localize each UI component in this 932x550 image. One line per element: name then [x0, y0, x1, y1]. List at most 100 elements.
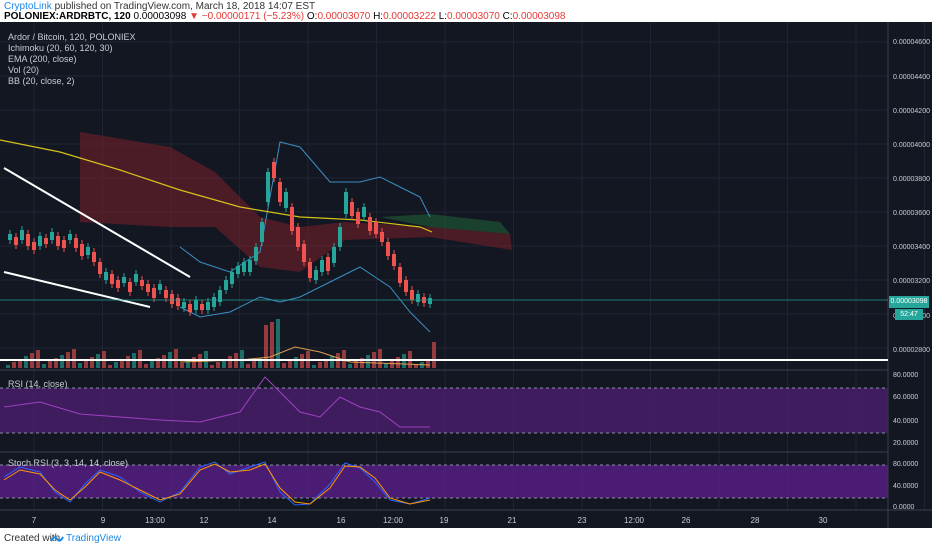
candle [404, 280, 408, 292]
candle [140, 280, 144, 286]
footer-bar: Created with TradingView [0, 528, 932, 550]
volume-bar [312, 365, 316, 368]
volume-bar [228, 356, 232, 368]
ichimoku-cloud-bull [380, 214, 510, 234]
candle [302, 244, 306, 262]
last-price: 0.00003098 [133, 11, 187, 22]
candle [8, 234, 12, 240]
candle [110, 274, 114, 284]
volume-bar [114, 362, 118, 368]
candle [248, 260, 252, 272]
candle [368, 217, 372, 231]
candle [350, 202, 354, 216]
price-tick: 0.00003200 [893, 278, 930, 285]
tradingview-link[interactable]: TradingView [66, 533, 122, 544]
volume-bar [354, 361, 358, 368]
candle [254, 247, 258, 261]
candle [80, 244, 84, 256]
candle [50, 232, 54, 240]
legend-indicator[interactable]: Vol (20) [8, 65, 40, 75]
bb-lower [179, 266, 431, 333]
candle [410, 290, 414, 300]
time-tick: 23 [577, 516, 587, 525]
legend-indicator[interactable]: EMA (200, close) [8, 54, 77, 64]
candle [278, 182, 282, 202]
candle [428, 298, 432, 304]
volume-bar [12, 362, 16, 368]
volume-bar [426, 359, 430, 368]
volume-bar [366, 355, 370, 368]
rsi-band [0, 388, 888, 433]
volume-bar [396, 357, 400, 368]
volume-bar [78, 363, 82, 368]
time-tick: 7 [31, 516, 37, 525]
price-change: −0.00000171 (−5.23%) [201, 11, 305, 22]
candle [212, 297, 216, 307]
rsi-tick: 40.0000 [893, 418, 919, 425]
legend-title[interactable]: Ardor / Bitcoin, 120, POLONIEX [8, 32, 136, 42]
volume-bar [318, 362, 322, 368]
down-arrow-icon: ▼ [189, 11, 199, 22]
volume-bar [270, 322, 274, 368]
candle [296, 227, 300, 247]
volume-bar [276, 319, 280, 368]
rsi-tick: 20.0000 [893, 440, 919, 447]
time-tick: 12:00 [623, 516, 645, 525]
candle [206, 302, 210, 310]
chart-area[interactable]: Ardor / Bitcoin, 120, POLONIEX Ichimoku … [0, 22, 932, 528]
rsi-tick: 60.0000 [893, 394, 919, 401]
time-tick: 9 [100, 516, 106, 525]
volume-bar [72, 349, 76, 368]
candle [374, 222, 378, 234]
quote-line: POLONIEX:ARDRBTC, 120 0.00003098 ▼ −0.00… [4, 11, 566, 22]
rsi-label[interactable]: RSI (14, close) [8, 379, 68, 389]
last-price-badge: 0.00003098 [889, 296, 929, 308]
volume-bar [378, 349, 382, 368]
candle [290, 207, 294, 231]
stoch-label[interactable]: Stoch RSI (3, 3, 14, 14, close) [8, 458, 129, 468]
volume-bar [42, 364, 46, 368]
chart-legend: Ardor / Bitcoin, 120, POLONIEX Ichimoku … [8, 32, 136, 87]
volume-bar [84, 360, 88, 368]
candle [356, 212, 360, 224]
candle [122, 277, 126, 283]
candle [242, 262, 246, 272]
candle [398, 267, 402, 283]
volume-bar [150, 361, 154, 368]
candle [62, 240, 66, 248]
candle [32, 242, 36, 250]
volume-bar [294, 357, 298, 368]
ema-line [0, 139, 433, 233]
candle [20, 230, 24, 240]
time-tick: 12 [199, 516, 209, 525]
volume-bar [414, 365, 418, 368]
candle [332, 247, 336, 263]
published-text: published on TradingView.com, March 18, … [54, 1, 316, 12]
candle [194, 300, 198, 310]
low-label: L: [438, 11, 448, 22]
ichimoku-cloud [80, 132, 512, 272]
chart-canvas[interactable] [0, 22, 932, 528]
high-label: H: [373, 11, 384, 22]
publisher-name[interactable]: CryptoLink [4, 1, 52, 12]
candle [362, 207, 366, 217]
legend-indicator[interactable]: Ichimoku (20, 60, 120, 30) [8, 43, 113, 53]
volume-bar [18, 359, 22, 368]
legend-indicator[interactable]: BB (20, close, 2) [8, 76, 75, 86]
bar-countdown-badge: 52:47 [895, 309, 923, 320]
stoch-band [0, 465, 888, 498]
volume-bar [108, 365, 112, 368]
volume-bar [210, 365, 214, 368]
high-value: 0.00003222 [383, 11, 436, 22]
trendline-upper [3, 167, 191, 278]
volume-bar [54, 358, 58, 368]
candle [188, 304, 192, 312]
candle [44, 238, 48, 244]
volume-bar [6, 365, 10, 368]
stoch-tick: 40.0000 [893, 483, 919, 490]
candle [266, 172, 270, 202]
close-label: C: [502, 11, 513, 22]
publish-header: CryptoLink published on TradingView.com,… [0, 0, 932, 22]
candle [200, 304, 204, 310]
candle [416, 294, 420, 302]
